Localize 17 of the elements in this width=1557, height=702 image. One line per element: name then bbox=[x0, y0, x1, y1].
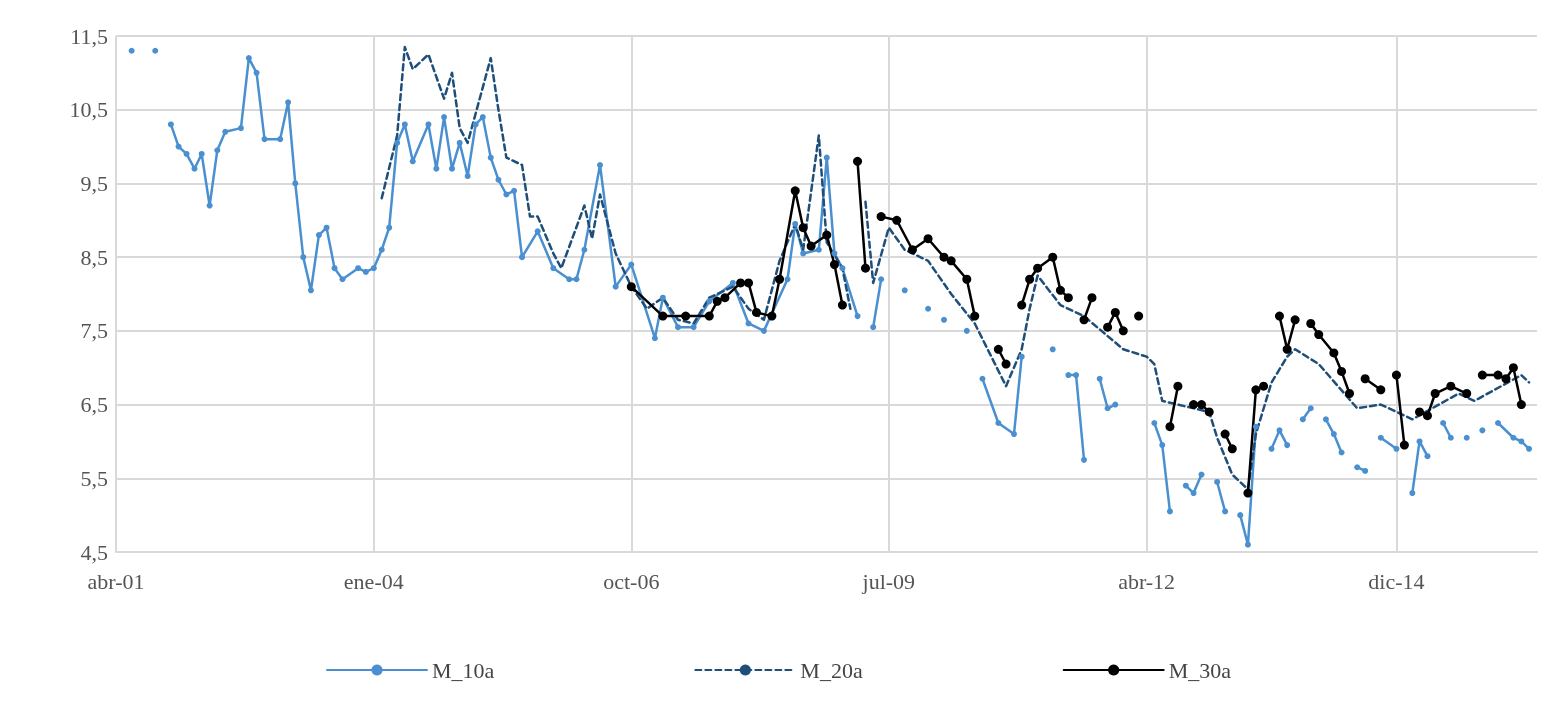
y-tick-label: 10,5 bbox=[69, 97, 108, 123]
x-tick-label: abr-12 bbox=[1118, 568, 1176, 594]
x-tick-label: oct-06 bbox=[603, 568, 660, 594]
x-tick-label: ene-04 bbox=[343, 568, 404, 594]
y-tick-label: 6,5 bbox=[80, 392, 108, 418]
x-tick-label: jul-09 bbox=[861, 568, 916, 594]
y-tick-label: 4,5 bbox=[80, 539, 108, 565]
legend-label: M_20a bbox=[800, 657, 863, 683]
y-tick-label: 5,5 bbox=[80, 465, 108, 491]
x-tick-label: abr-01 bbox=[87, 568, 145, 594]
y-tick-label: 8,5 bbox=[80, 244, 108, 270]
legend-label: M_30a bbox=[1168, 657, 1232, 683]
x-tick-label: dic-14 bbox=[1368, 568, 1425, 594]
y-tick-label: 7,5 bbox=[80, 318, 108, 344]
y-tick-label: 9,5 bbox=[80, 170, 108, 196]
y-tick-label: 11,5 bbox=[70, 23, 108, 49]
legend-label: M_10a bbox=[432, 657, 495, 683]
